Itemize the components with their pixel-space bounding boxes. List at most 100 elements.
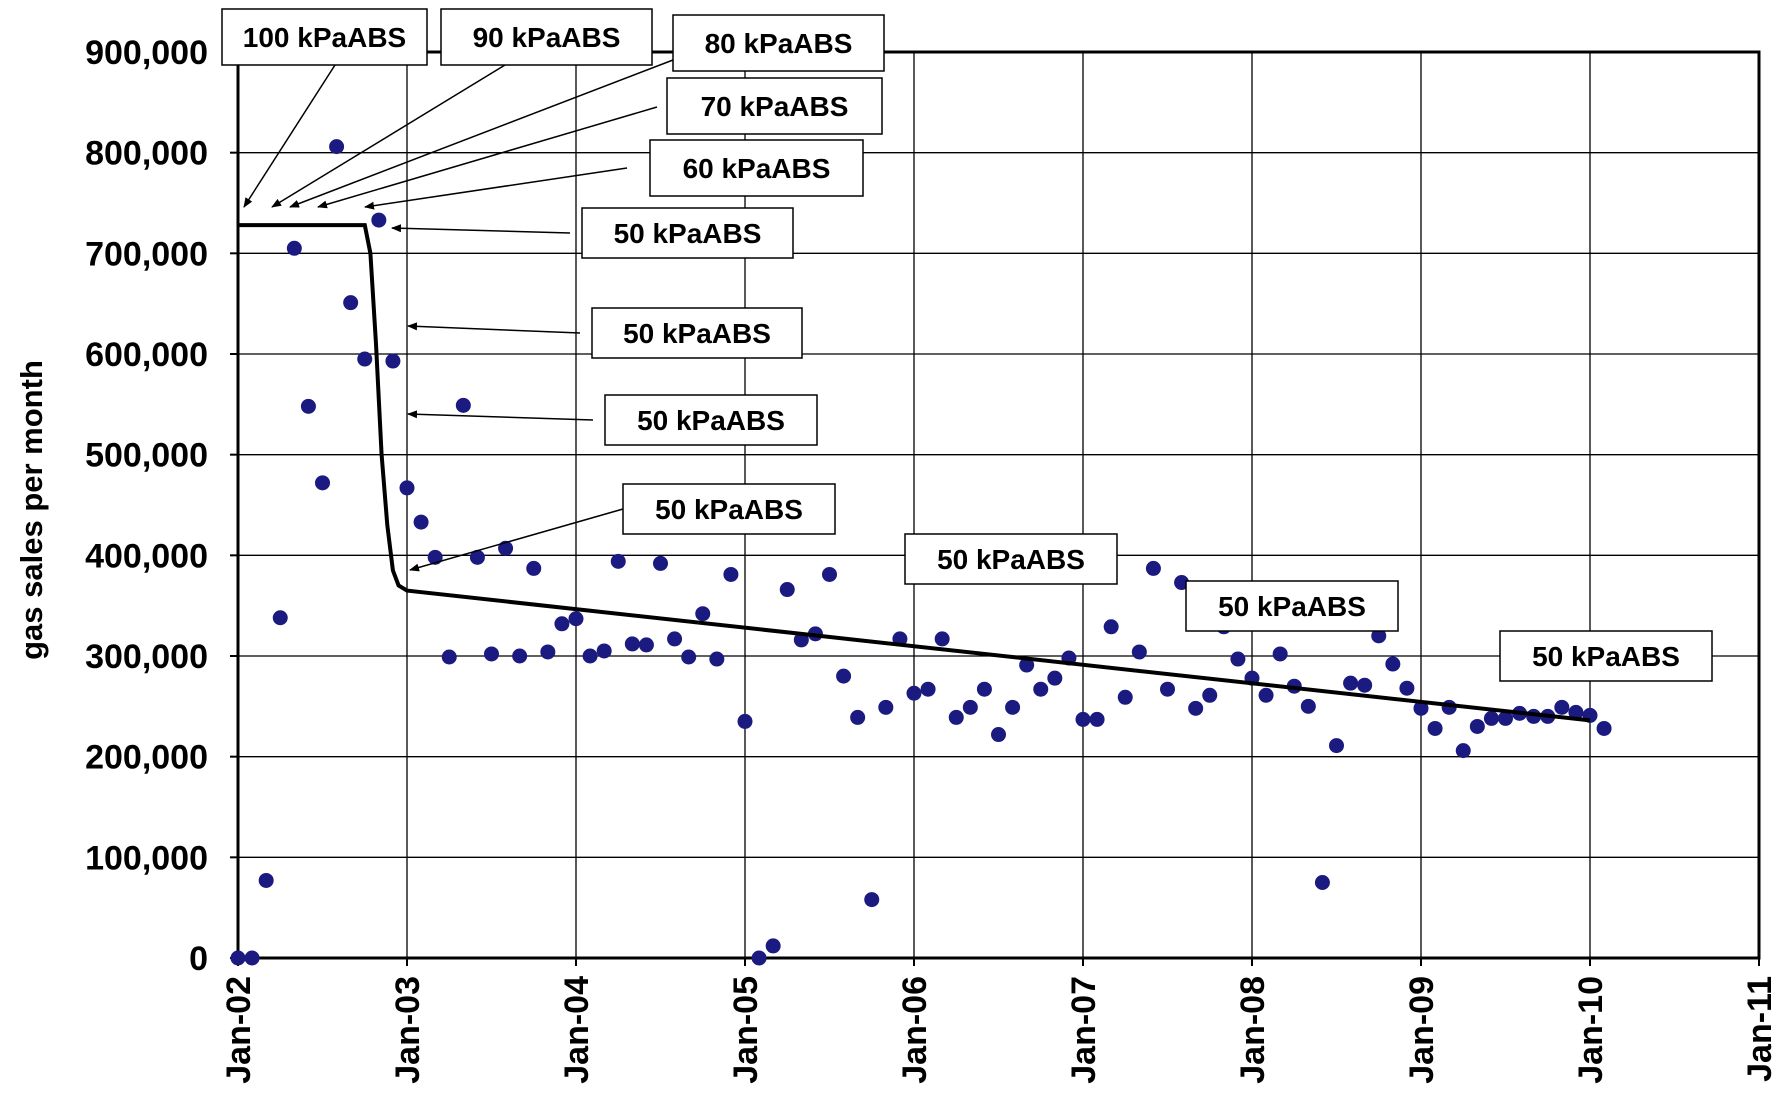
annotation-label: 90 kPaABS: [473, 22, 621, 53]
data-point: [258, 872, 274, 888]
annotation-box: [1185, 580, 1399, 632]
annotation-label: 60 kPaABS: [683, 153, 831, 184]
data-point: [540, 644, 556, 660]
x-axis: Jan-02 Jan-03 Jan-04 Jan-05 Jan-06 Jan-07 Jan-…: [220, 958, 1779, 1084]
data-point: [526, 560, 542, 576]
decline-curve-line: [238, 223, 1591, 723]
annotation-box: [591, 307, 803, 359]
data-point: [1188, 700, 1204, 716]
data-point: [315, 475, 330, 491]
y-tick-label: 800,000: [85, 135, 208, 173]
x-tick-label: Jan-06: [896, 976, 934, 1084]
annotation-arrow: [317, 106, 658, 209]
data-point: [624, 636, 640, 652]
annotation-box: [604, 394, 818, 446]
data-point: [1019, 657, 1035, 673]
data-point: [286, 240, 302, 256]
x-tick-label: Jan-05: [727, 976, 765, 1084]
data-point: [1413, 700, 1429, 716]
annotation-arrow: [364, 167, 628, 210]
x-tick-label: Jan-09: [1403, 976, 1441, 1084]
data-point: [1498, 710, 1513, 726]
data-points: [230, 139, 1612, 966]
data-point: [1005, 699, 1021, 715]
data-point: [441, 649, 457, 665]
data-point: [1202, 687, 1218, 703]
annotation-label: 100 kPaABS: [243, 22, 406, 53]
x-tick-label: Jan-10: [1572, 976, 1610, 1084]
data-point: [1033, 681, 1049, 697]
data-point: [343, 295, 359, 311]
x-tick-label: Jan-04: [558, 976, 596, 1084]
data-point: [1568, 704, 1584, 720]
data-point: [1145, 560, 1161, 576]
y-axis-label: gas sales per month: [14, 360, 49, 660]
data-point: [1047, 670, 1063, 686]
x-tick-label: Jan-08: [1234, 976, 1272, 1084]
data-point: [1371, 628, 1387, 644]
data-point: [413, 514, 429, 530]
data-point: [399, 480, 415, 496]
y-axis: 0 100,000 200,000 300,000 400,000 500,000 600,…: [85, 34, 238, 978]
data-point: [385, 353, 401, 369]
data-point: [779, 582, 795, 598]
annotation-box: [622, 483, 836, 535]
data-point: [723, 566, 739, 582]
annotation-label: 50 kPaABS: [1218, 591, 1366, 622]
y-tick-label: 600,000: [85, 336, 208, 374]
data-point: [1455, 743, 1471, 759]
y-tick-label: 0: [189, 940, 208, 978]
data-point: [469, 549, 485, 565]
annotation-label: 50 kPaABS: [937, 544, 1085, 575]
data-point: [667, 631, 683, 647]
data-point: [1427, 720, 1443, 736]
annotation-box: [649, 139, 864, 197]
data-point: [1469, 718, 1485, 734]
annotation-label: 50 kPaABS: [1532, 641, 1680, 672]
data-point: [230, 950, 246, 966]
data-point: [1385, 656, 1401, 672]
data-point: [850, 709, 866, 725]
data-point: [737, 713, 753, 729]
data-point: [934, 631, 950, 647]
data-point: [991, 727, 1006, 743]
annotation-label: 50 kPaABS: [614, 218, 762, 249]
data-point: [1329, 738, 1344, 754]
data-point: [371, 212, 387, 228]
data-point: [1554, 699, 1570, 715]
data-point: [681, 649, 697, 665]
data-point: [864, 892, 880, 908]
data-point: [948, 709, 964, 725]
data-point: [709, 651, 725, 667]
data-point: [1258, 687, 1274, 703]
annotation-label: 50 kPaABS: [637, 405, 785, 436]
annotation-box: [440, 8, 653, 66]
x-tick-label: Jan-03: [389, 976, 427, 1084]
data-point: [906, 685, 922, 701]
data-point: [695, 606, 711, 622]
data-point: [1399, 680, 1415, 696]
data-point: [596, 643, 612, 659]
annotation-label: 70 kPaABS: [701, 91, 849, 122]
data-point: [582, 648, 598, 664]
y-tick-label: 900,000: [85, 34, 208, 72]
x-tick-label: Jan-07: [1065, 976, 1103, 1084]
annotation-box: [904, 533, 1118, 585]
data-point: [878, 699, 894, 715]
data-point: [1343, 675, 1359, 691]
data-point: [1596, 720, 1612, 736]
y-tick-label: 200,000: [85, 739, 208, 777]
data-point: [1131, 644, 1147, 660]
data-point: [836, 668, 852, 684]
annotation-arrow: [271, 64, 506, 208]
y-tick-label: 500,000: [85, 437, 208, 475]
data-point: [1160, 681, 1175, 697]
gridlines: [238, 52, 1759, 958]
data-point: [1230, 651, 1246, 667]
y-tick-label: 100,000: [85, 839, 208, 877]
data-point: [1357, 677, 1373, 693]
data-point: [554, 616, 570, 632]
y-tick-label: 300,000: [85, 638, 208, 676]
data-point: [1300, 698, 1316, 714]
